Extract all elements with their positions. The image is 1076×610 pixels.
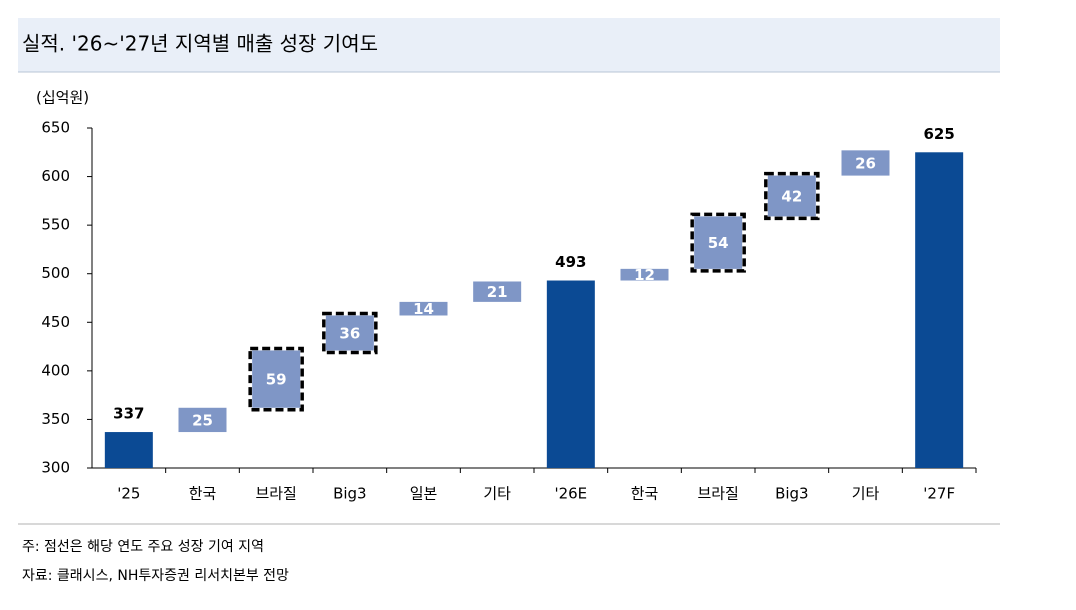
header-band — [18, 18, 1000, 72]
y-tick-label: 450 — [41, 313, 70, 331]
x-tick-label: 한국 — [189, 485, 217, 503]
value-label: 54 — [708, 234, 729, 252]
y-tick-label: 400 — [41, 361, 70, 379]
highlight-box — [764, 171, 820, 221]
increment-bar — [252, 350, 301, 408]
increment-bar — [841, 150, 890, 176]
x-tick-label: 기타 — [852, 485, 880, 503]
footnote: 주: 점선은 해당 연도 주요 성장 기여 지역 — [22, 539, 264, 555]
total-bar — [104, 432, 153, 468]
increment-bar — [620, 268, 669, 281]
value-label: 59 — [266, 371, 287, 389]
source: 자료: 클래시스, NH투자증권 리서치본부 전망 — [22, 568, 289, 584]
increment-bar — [399, 301, 448, 316]
unit-label: (십억원) — [36, 89, 89, 107]
y-tick-label: 500 — [41, 264, 70, 282]
x-tick-label: '26E — [554, 485, 587, 503]
value-label: 42 — [781, 188, 802, 206]
y-tick-label: 550 — [41, 216, 70, 234]
y-tick-label: 300 — [41, 459, 70, 477]
total-bar — [546, 280, 595, 468]
value-label: 493 — [555, 253, 586, 271]
value-label: 25 — [192, 411, 213, 429]
increment-bar — [178, 407, 227, 433]
x-tick-label: 한국 — [631, 485, 659, 503]
highlight-box — [690, 212, 746, 273]
chart-title: 실적. '26~'27년 지역별 매출 성장 기여도 — [22, 32, 378, 56]
value-label: 36 — [339, 324, 360, 342]
y-tick-label: 350 — [41, 410, 70, 428]
value-label: 12 — [634, 266, 655, 284]
value-label: 21 — [487, 283, 508, 301]
x-tick-label: 브라질 — [255, 485, 296, 503]
x-tick-label: Big3 — [333, 485, 367, 503]
total-bar — [915, 152, 964, 469]
increment-bar — [767, 175, 816, 217]
increment-bar — [473, 281, 522, 302]
highlight-box — [248, 346, 304, 412]
value-label: 14 — [413, 300, 434, 318]
increment-bar — [325, 315, 374, 351]
x-tick-label: '27F — [923, 485, 955, 503]
value-label: 26 — [855, 154, 876, 172]
x-tick-label: 기타 — [483, 485, 511, 503]
y-tick-label: 600 — [41, 167, 70, 185]
increment-bar — [694, 216, 743, 269]
highlight-box — [322, 311, 378, 355]
x-tick-label: 일본 — [410, 485, 438, 503]
value-label: 625 — [924, 125, 955, 143]
value-label: 337 — [113, 405, 144, 423]
x-tick-label: '25 — [117, 485, 140, 503]
y-tick-label: 650 — [41, 119, 70, 137]
x-tick-label: Big3 — [775, 485, 809, 503]
x-tick-label: 브라질 — [697, 485, 738, 503]
